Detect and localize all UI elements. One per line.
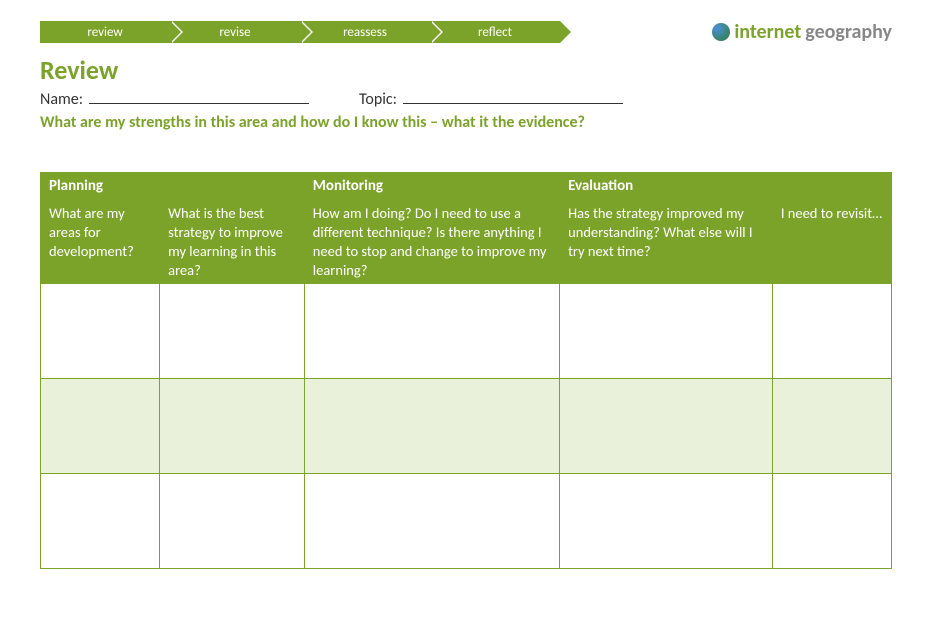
cell[interactable]: [772, 379, 891, 474]
topic-input-line[interactable]: [403, 88, 623, 104]
logo-text-geography: geography: [805, 20, 892, 44]
table-section-row: Planning Monitoring Evaluation: [41, 173, 892, 200]
logo-text-internet: internet: [734, 20, 801, 44]
table-row: [41, 284, 892, 379]
table-question-row: What are my areas for development? What …: [41, 200, 892, 284]
cell[interactable]: [41, 474, 160, 569]
col-revisit: I need to revisit…: [772, 200, 891, 284]
col-improved: Has the strategy improved my understandi…: [560, 200, 773, 284]
name-field: Name:: [40, 88, 309, 109]
form-row: Name: Topic:: [40, 88, 892, 109]
col-strategy: What is the best strategy to improve my …: [160, 200, 305, 284]
cell[interactable]: [41, 284, 160, 379]
table-row: [41, 474, 892, 569]
cell[interactable]: [560, 284, 773, 379]
cell[interactable]: [41, 379, 160, 474]
cell[interactable]: [772, 474, 891, 569]
top-row: review revise reassess reflect internet …: [40, 20, 892, 44]
col-areas: What are my areas for development?: [41, 200, 160, 284]
cell[interactable]: [160, 474, 305, 569]
name-label: Name:: [40, 90, 83, 109]
tab-revise: revise: [170, 21, 300, 43]
globe-icon: [712, 23, 730, 41]
section-evaluation: Evaluation: [560, 173, 892, 200]
cell[interactable]: [560, 474, 773, 569]
cell[interactable]: [304, 379, 559, 474]
table-row: [41, 379, 892, 474]
page-title: Review: [40, 54, 892, 86]
name-input-line[interactable]: [89, 88, 309, 104]
tab-review: review: [40, 21, 170, 43]
process-tabs: review revise reassess reflect: [40, 21, 560, 43]
cell[interactable]: [304, 474, 559, 569]
tab-label: review: [87, 25, 122, 40]
strengths-question: What are my strengths in this area and h…: [40, 113, 892, 132]
topic-label: Topic:: [359, 90, 397, 109]
cell[interactable]: [160, 284, 305, 379]
tab-label: reflect: [478, 25, 512, 40]
section-planning: Planning: [41, 173, 305, 200]
cell[interactable]: [160, 379, 305, 474]
cell[interactable]: [560, 379, 773, 474]
col-how-doing: How am I doing? Do I need to use a diffe…: [304, 200, 559, 284]
tab-label: reassess: [343, 25, 387, 40]
cell[interactable]: [304, 284, 559, 379]
tab-reflect: reflect: [430, 21, 560, 43]
section-monitoring: Monitoring: [304, 173, 559, 200]
tab-label: revise: [219, 25, 250, 40]
logo: internet geography: [712, 20, 892, 44]
tab-reassess: reassess: [300, 21, 430, 43]
topic-field: Topic:: [359, 88, 623, 109]
reflection-table: Planning Monitoring Evaluation What are …: [40, 172, 892, 569]
cell[interactable]: [772, 284, 891, 379]
